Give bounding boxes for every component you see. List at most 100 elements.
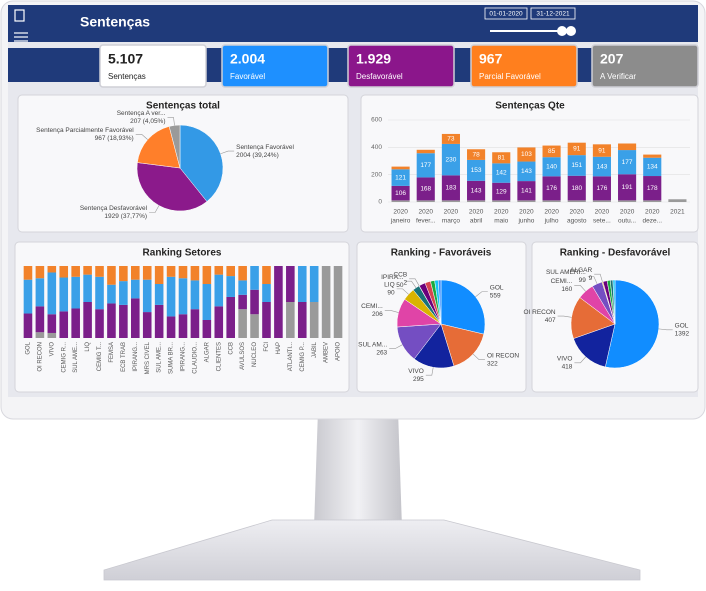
bar-segment (142, 312, 152, 338)
bar-segment (154, 284, 164, 305)
x-tick-label: março (442, 218, 460, 225)
bar-segment (154, 304, 164, 338)
date-slider-knob[interactable] (566, 26, 576, 36)
date-slider-knob[interactable] (557, 26, 567, 36)
bar-segment (542, 200, 561, 202)
data-label: 134 (647, 164, 658, 171)
bar-segment (492, 200, 511, 202)
pie-slice (573, 323, 616, 368)
slice-value: 160 (561, 286, 572, 293)
leader-line (396, 288, 409, 295)
data-label: 141 (521, 187, 532, 194)
pie-slice (136, 162, 208, 212)
bar-segment (238, 294, 247, 310)
date-end[interactable]: 31-12-2021 (536, 11, 570, 18)
slice-label: Sentença Favorável (236, 144, 294, 151)
leader-line (472, 353, 485, 360)
x-group-label: 2020 (469, 209, 484, 216)
x-tick-label: CEMIG P... (300, 342, 306, 372)
bar-segment (71, 308, 80, 338)
data-label: 177 (622, 159, 633, 166)
bar-segment (59, 266, 69, 278)
data-label: 121 (395, 174, 406, 181)
bar-segment (59, 311, 69, 338)
bar-segment (321, 266, 331, 338)
x-tick-label: maio (494, 218, 508, 225)
x-tick-label: CLAUDIO... (193, 342, 199, 374)
slice-label: LIQ (384, 282, 394, 289)
slice-label: GOL (490, 284, 504, 291)
bar-segment (618, 143, 637, 151)
bar-segment (95, 309, 104, 338)
bar-segment (542, 145, 561, 158)
bar-segment (416, 200, 435, 202)
x-group-label: 2020 (570, 209, 585, 216)
bar-segment (166, 266, 176, 277)
x-tick-label: julho (544, 218, 559, 225)
bar-segment (214, 266, 224, 275)
bar-segment (59, 277, 69, 312)
bar-segment (643, 176, 662, 201)
x-tick-label: ATLANTI... (288, 342, 294, 372)
date-box[interactable] (484, 7, 528, 20)
slice-value: 263 (376, 349, 387, 356)
bar-segment (618, 174, 637, 201)
bar-segment (119, 266, 128, 282)
bar-segment (333, 266, 343, 338)
data-label: 103 (521, 151, 532, 158)
bar-segment (542, 176, 561, 201)
kpi-card (591, 44, 699, 88)
slice-label: SUL AM... (358, 341, 387, 348)
bar-segment (47, 266, 57, 273)
bar-segment (643, 200, 662, 202)
menu-icon[interactable] (14, 9, 28, 42)
data-label: 183 (445, 185, 456, 192)
bar-segment (262, 302, 271, 338)
slice-label: GOL (675, 322, 689, 329)
bar-segment (297, 266, 307, 302)
slice-value: 1929 (37,77%) (104, 213, 147, 220)
x-tick-label: IPIRANG... (181, 342, 187, 372)
bar-segment (286, 266, 295, 302)
bar-segment (131, 279, 140, 299)
slice-value: 322 (487, 360, 498, 367)
x-tick-label: ECB TRAB (121, 342, 127, 372)
leader-line (409, 278, 420, 286)
bar-segment (190, 266, 200, 281)
x-group-label: 2020 (519, 209, 534, 216)
bar-segment (286, 302, 295, 338)
slice-value: 207 (4,05%) (130, 118, 165, 125)
bar-segment (467, 200, 486, 202)
x-tick-label: JABIL (312, 341, 318, 358)
x-tick-label: CEMIG T... (97, 342, 103, 372)
bar-segment (190, 309, 200, 338)
data-label: 151 (571, 162, 582, 169)
bar-segment (618, 200, 637, 202)
x-tick-label: ALGAR (204, 341, 210, 362)
slice-value: 295 (413, 376, 424, 383)
bar-segment (166, 276, 176, 317)
bar-segment (467, 159, 486, 181)
x-group-label: 2020 (595, 209, 610, 216)
bar-segment (119, 304, 128, 338)
bar-segment (441, 200, 460, 202)
bar-segment (214, 274, 224, 307)
bar-segment (297, 302, 307, 338)
bar-segment (250, 289, 259, 315)
slice-value: 967 (18,93%) (95, 135, 134, 142)
kpi-label: Parcial Favorável (479, 72, 541, 81)
bar-segment (107, 266, 116, 285)
bar-segment (517, 200, 536, 202)
data-label: 91 (598, 147, 606, 154)
leader-line (220, 150, 235, 155)
y-tick-label: 0 (378, 199, 382, 206)
bar-segment (83, 274, 92, 302)
monitor-base (103, 519, 641, 581)
bar-segment (391, 166, 410, 170)
date-start[interactable]: 01-01-2020 (489, 11, 523, 18)
date-box[interactable] (530, 7, 576, 20)
slice-label: CEMI... (551, 278, 573, 285)
bar-segment (23, 266, 33, 280)
leader-line (557, 315, 572, 318)
x-tick-label: outu... (618, 218, 636, 225)
